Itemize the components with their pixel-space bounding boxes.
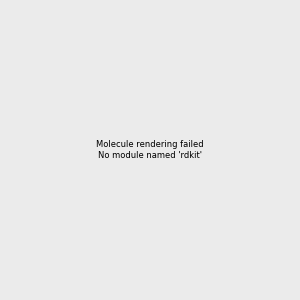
Text: Molecule rendering failed
No module named 'rdkit': Molecule rendering failed No module name… — [96, 140, 204, 160]
